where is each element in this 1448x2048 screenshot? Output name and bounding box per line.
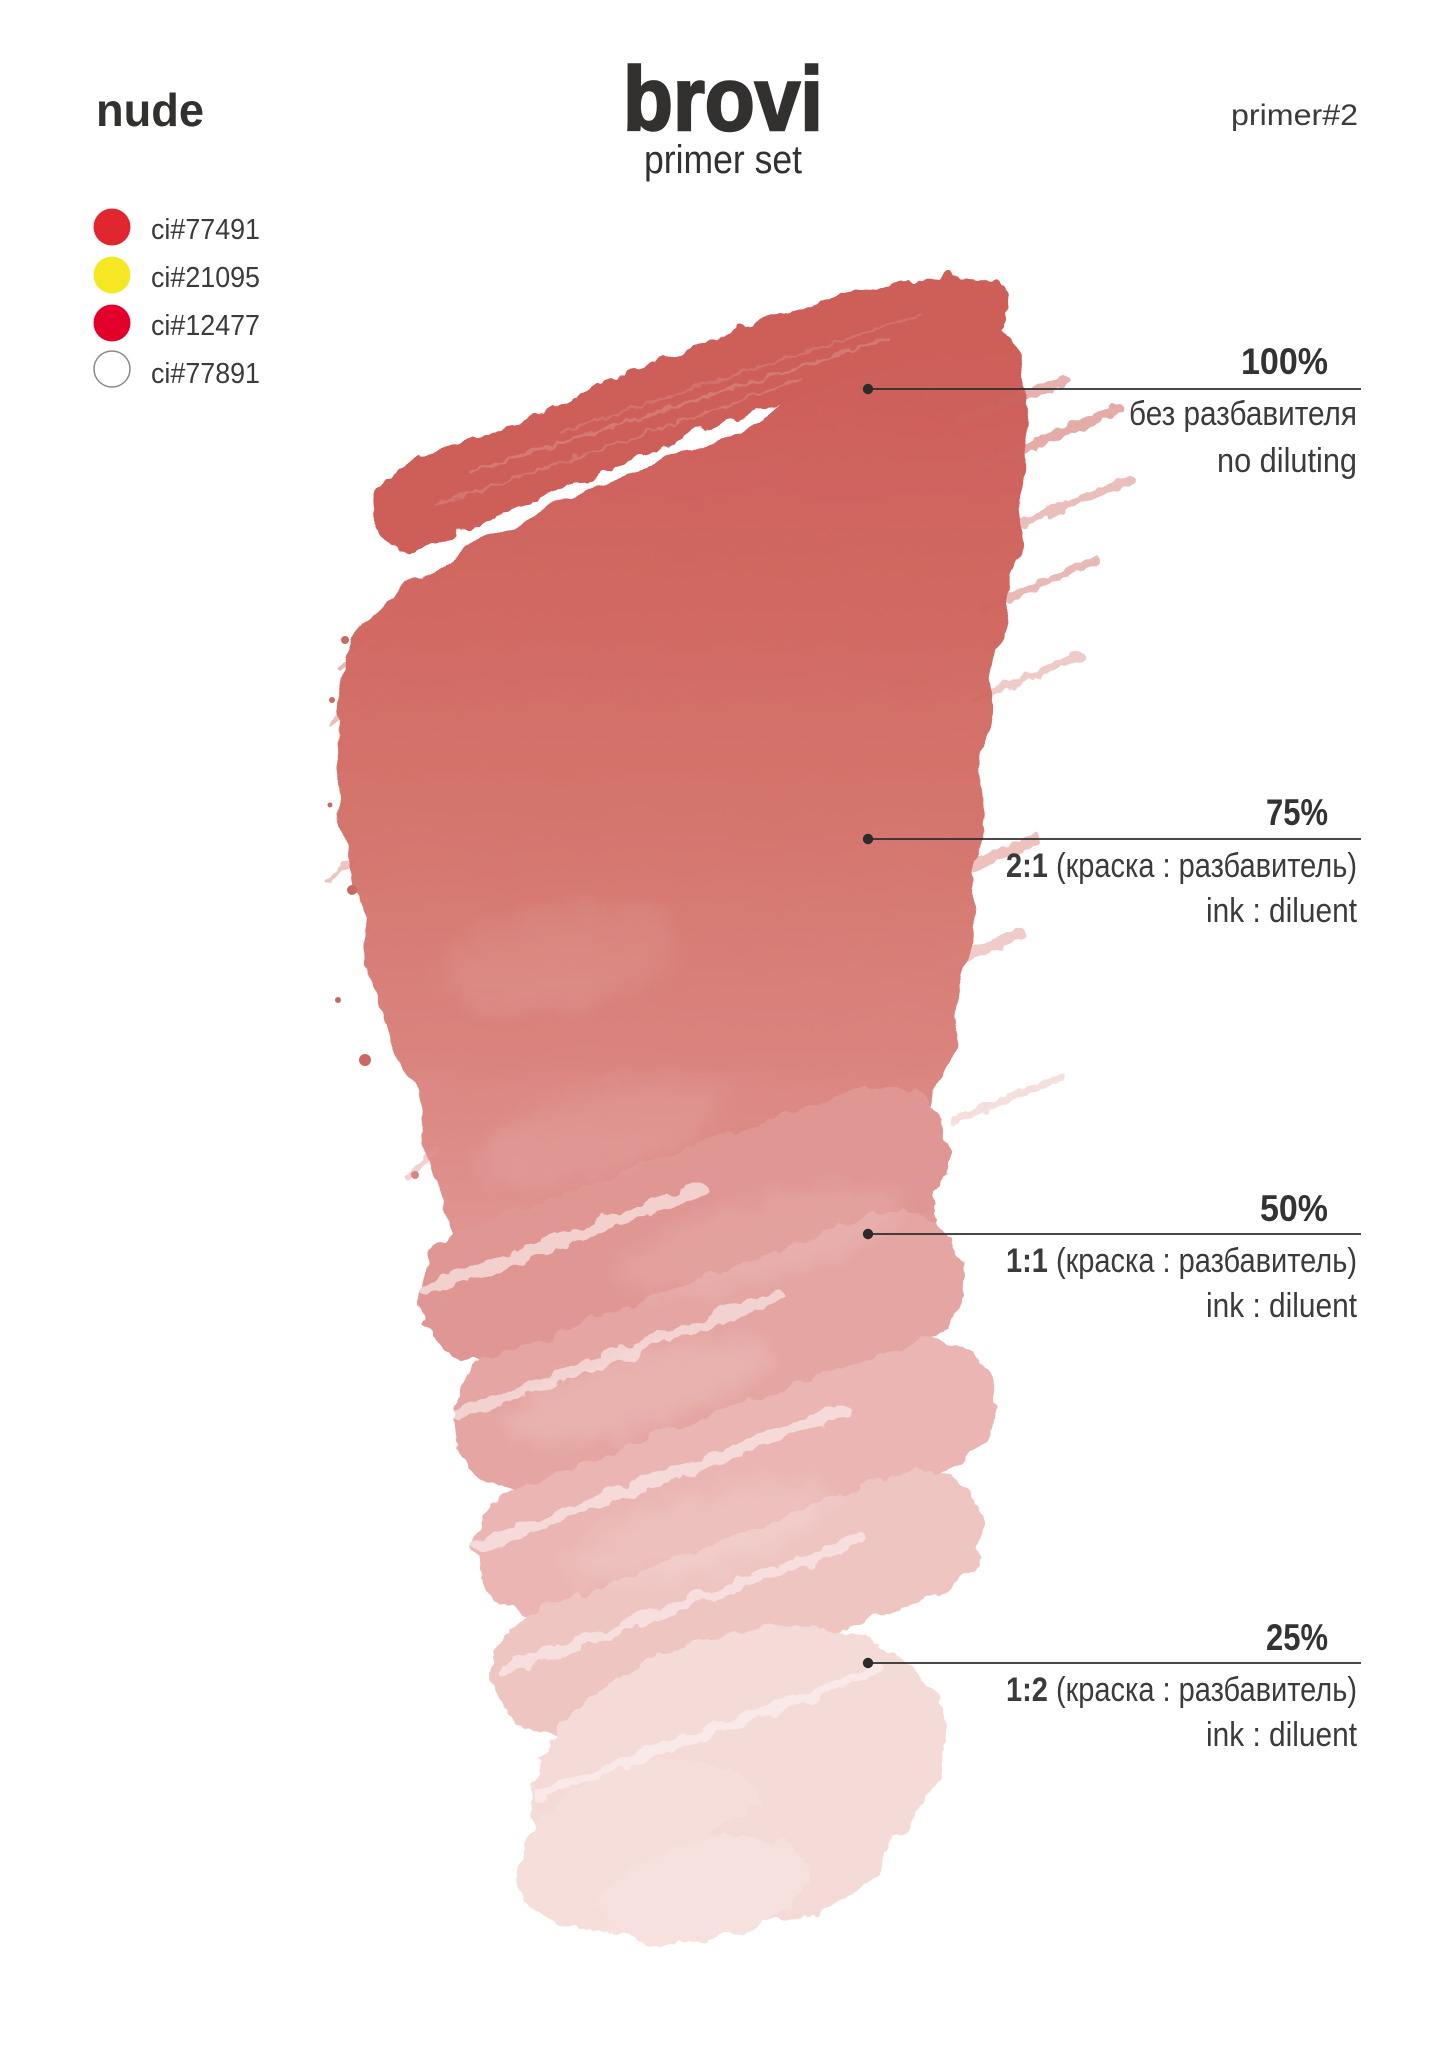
svg-text:ink : diluent: ink : diluent <box>1206 892 1357 930</box>
svg-text:75%: 75% <box>1266 792 1328 833</box>
svg-text:ci#12477: ci#12477 <box>151 310 260 342</box>
svg-text:ci#77491: ci#77491 <box>151 214 260 246</box>
svg-text:1:2 (краска : разбавитель): 1:2 (краска : разбавитель) <box>1006 1671 1357 1709</box>
svg-text:100%: 100% <box>1241 341 1328 382</box>
svg-text:ink : diluent: ink : diluent <box>1206 1287 1357 1325</box>
svg-text:50%: 50% <box>1260 1188 1328 1229</box>
svg-text:primer#2: primer#2 <box>1231 99 1358 132</box>
svg-text:ci#21095: ci#21095 <box>151 262 260 294</box>
svg-text:nude: nude <box>96 84 204 136</box>
svg-text:25%: 25% <box>1266 1617 1328 1658</box>
svg-text:2:1 (краска : разбавитель): 2:1 (краска : разбавитель) <box>1006 847 1357 885</box>
svg-text:1:1 (краска : разбавитель): 1:1 (краска : разбавитель) <box>1006 1242 1357 1280</box>
svg-text:ci#77891: ci#77891 <box>151 358 260 390</box>
svg-text:без разбавителя: без разбавителя <box>1129 395 1357 433</box>
svg-text:ink : diluent: ink : diluent <box>1206 1716 1357 1754</box>
svg-text:primer set: primer set <box>644 138 802 182</box>
svg-text:brovi: brovi <box>623 50 823 150</box>
svg-text:no diluting: no diluting <box>1217 442 1357 480</box>
